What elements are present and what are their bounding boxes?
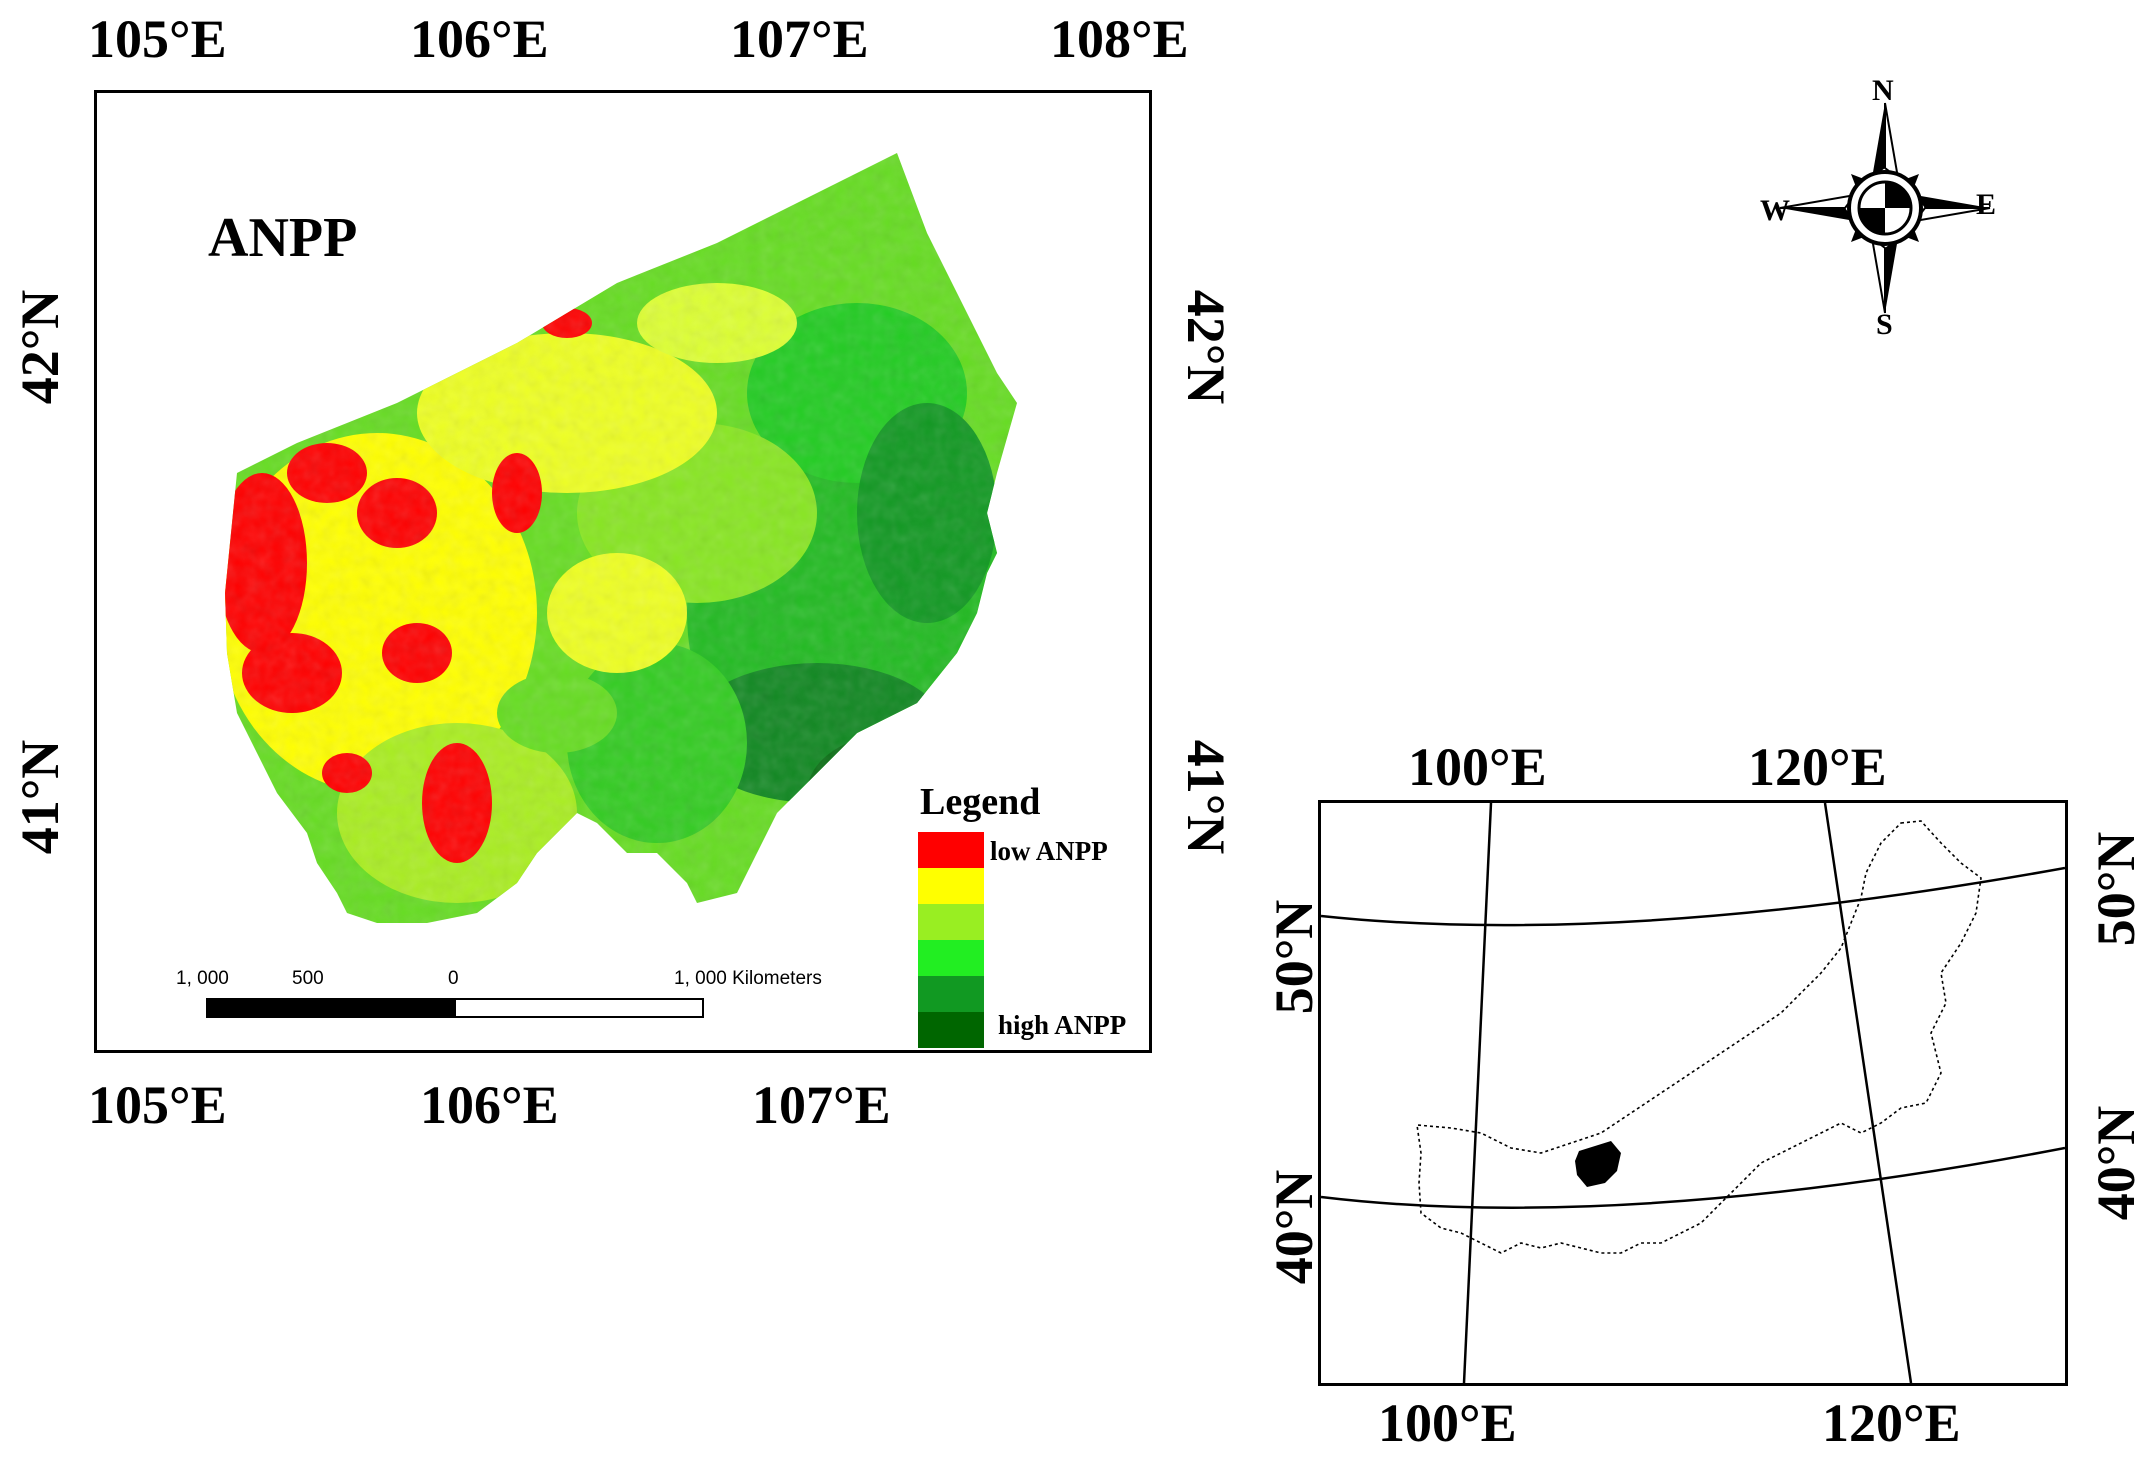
inset-bottom-lon-label: 100°E [1378,1393,1517,1453]
scale-label: 500 [292,968,324,989]
north-arrow-icon [1779,102,1991,314]
inset-top-lon-label: 120°E [1748,737,1887,797]
main-left-lat-label: 41°N [10,739,70,855]
main-right-lat-label: 41°N [1176,739,1236,855]
map-title: ANPP [208,207,358,269]
inset-left-lat-label: 40°N [1264,1169,1324,1285]
main-bottom-lon-label: 105°E [88,1075,227,1135]
scale-bar-black [206,998,454,1018]
compass-north-label: N [1872,74,1894,107]
legend-swatch-low [918,832,984,868]
scale-label: 1, 000 [176,968,229,989]
legend-swatch [918,976,984,1012]
compass-east-label: E [1976,188,1997,221]
main-map-frame [94,90,1152,1053]
inset-top-lon-label: 100°E [1408,737,1547,797]
legend: Legend low ANPP high ANPP [918,780,1148,1048]
main-bottom-lon-label: 107°E [752,1075,891,1135]
scale-label: 0 [448,968,459,989]
legend-swatch [918,940,984,976]
main-top-lon-label: 108°E [1050,9,1189,69]
scale-bar: 1, 000 500 0 1, 000 Kilometers [170,968,870,1028]
legend-swatch-high [918,1012,984,1048]
compass-rose: N S E W [1740,70,2000,350]
legend-low-label: low ANPP [990,836,1108,866]
anpp-raster [225,153,1017,923]
inset-locator-map [1321,803,2065,1383]
inset-bottom-lon-label: 120°E [1822,1393,1961,1453]
scale-bar-white [454,998,704,1018]
legend-title: Legend [920,781,1041,823]
inset-right-lat-label: 50°N [2086,831,2143,947]
scale-label: 1, 000 Kilometers [674,968,822,989]
compass-west-label: W [1760,194,1790,227]
legend-high-label: high ANPP [998,1010,1127,1040]
compass-south-label: S [1876,308,1893,341]
main-bottom-lon-label: 106°E [420,1075,559,1135]
legend-swatch [918,868,984,904]
inset-left-lat-label: 50°N [1264,899,1324,1015]
legend-swatch [918,904,984,940]
main-top-lon-label: 105°E [88,9,227,69]
study-area-marker [1575,1141,1621,1187]
main-right-lat-label: 42°N [1176,289,1236,405]
main-top-lon-label: 106°E [410,9,549,69]
inset-right-lat-label: 40°N [2086,1105,2143,1221]
inset-map-frame [1318,800,2068,1386]
main-top-lon-label: 107°E [730,9,869,69]
main-left-lat-label: 42°N [10,289,70,405]
